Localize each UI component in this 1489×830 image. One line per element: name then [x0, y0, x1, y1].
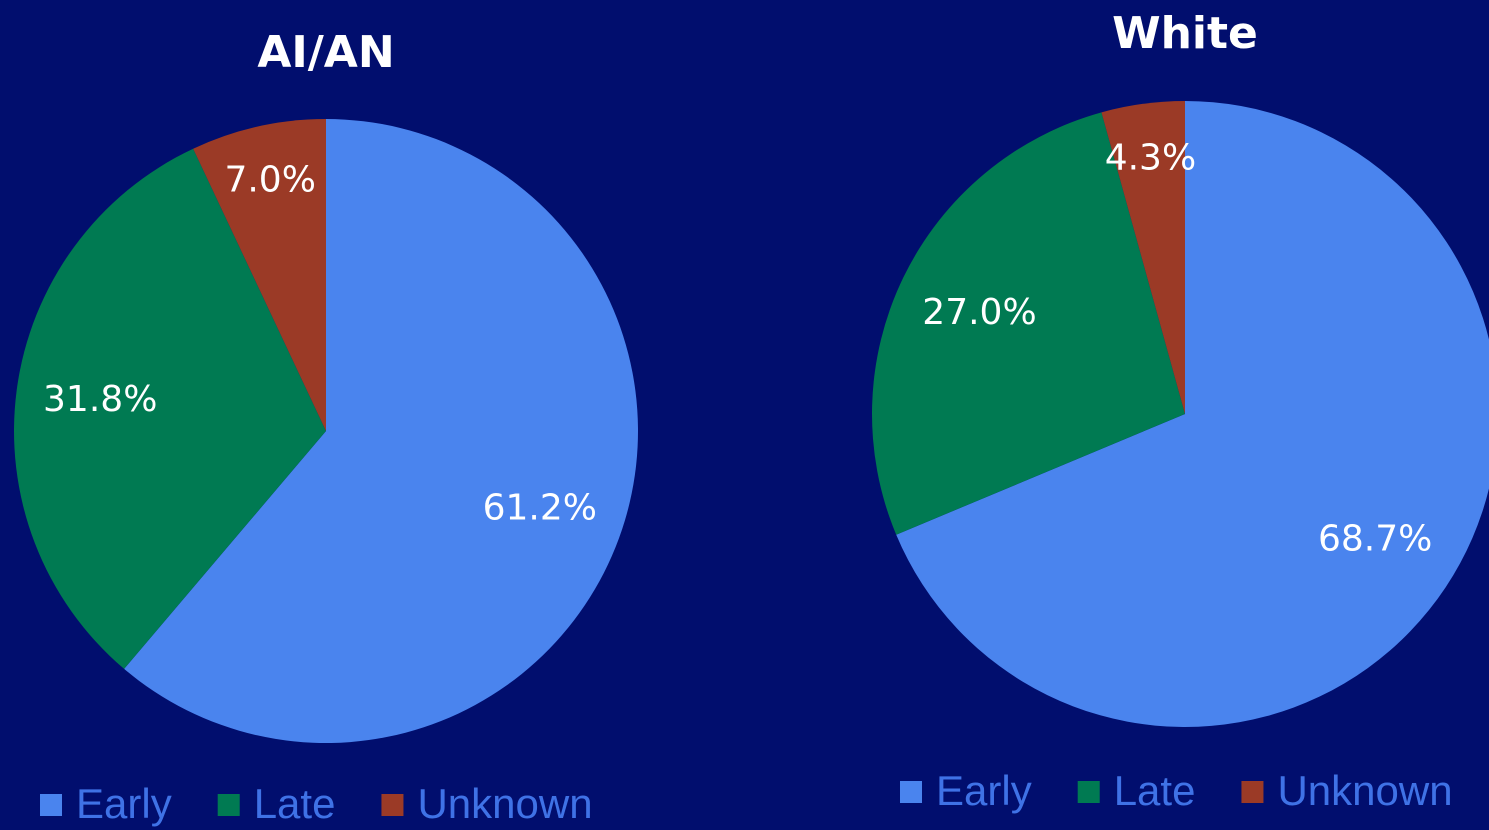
- data-label: 31.8%: [43, 379, 157, 420]
- data-label: 27.0%: [922, 292, 1036, 333]
- chart-title: White: [1112, 8, 1258, 59]
- legend-label: Late: [1114, 767, 1196, 814]
- legend-label: Unknown: [417, 780, 592, 827]
- legend-swatch: [381, 794, 404, 816]
- legend-swatch: [1077, 781, 1100, 803]
- data-label: 68.7%: [1318, 519, 1432, 560]
- data-label: 4.3%: [1105, 138, 1196, 179]
- pie-slice: [1101, 101, 1185, 414]
- legend-label: Early: [76, 780, 172, 827]
- data-label: 61.2%: [483, 487, 597, 528]
- legend-swatch: [900, 781, 922, 803]
- data-label: 7.0%: [224, 159, 315, 200]
- chart-title: AI/AN: [257, 27, 394, 78]
- pie-slice: [871, 112, 1185, 535]
- legend-label: Early: [936, 767, 1032, 814]
- pie-slice: [124, 119, 638, 743]
- pie-slice: [193, 119, 326, 431]
- legend-swatch: [1241, 781, 1264, 803]
- legend-label: Unknown: [1277, 767, 1452, 814]
- legend-label: Late: [254, 780, 336, 827]
- pie-slice: [896, 101, 1489, 727]
- legend-swatch: [217, 794, 240, 816]
- pie-slice: [13, 148, 327, 669]
- legend-swatch: [40, 794, 62, 816]
